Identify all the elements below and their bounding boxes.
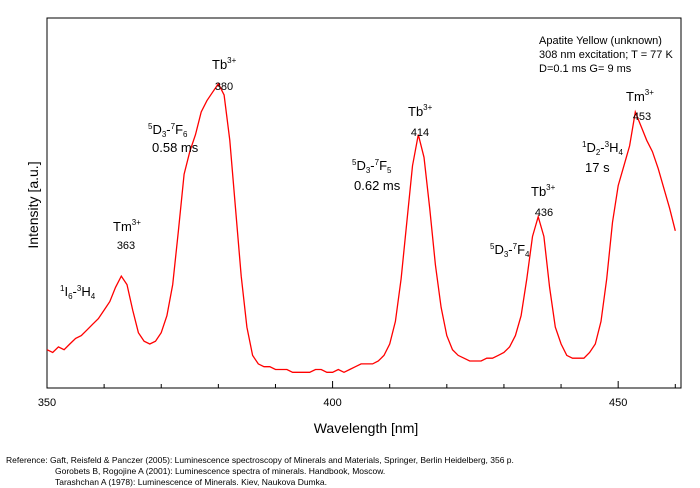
transition-label-4: 5D3-7F4 [490, 242, 530, 259]
svg-text:5D3-7F5: 5D3-7F5 [352, 158, 392, 175]
svg-text:Tb3+: Tb3+ [408, 103, 433, 119]
peak-label-363: Tm3+ 363 [113, 218, 141, 252]
reference-line-3: Tarashchan A (1978): Luminescence of Min… [55, 477, 327, 487]
transition-label-2: 5D3-7F6 0.58 ms [148, 122, 199, 155]
peak-label-380: Tb3+ 380 [212, 56, 237, 93]
svg-text:5D3-7F6: 5D3-7F6 [148, 122, 188, 139]
info-line-3: D=0.1 ms G= 9 ms [539, 63, 632, 75]
info-box: Apatite Yellow (unknown) 308 nm excitati… [539, 35, 673, 75]
svg-text:0.58 ms: 0.58 ms [152, 140, 199, 155]
peak-label-414: Tb3+ 414 [408, 103, 433, 139]
svg-text:Tb3+: Tb3+ [212, 56, 237, 72]
x-tick-label: 450 [609, 397, 627, 409]
svg-text:Tb3+: Tb3+ [531, 183, 556, 199]
references: Reference: Gaft, Reisfeld & Panczer (200… [6, 455, 514, 488]
svg-text:0.62 ms: 0.62 ms [354, 178, 401, 193]
info-line-1: Apatite Yellow (unknown) [539, 35, 662, 47]
x-axis-ticks: 350 400 450 [38, 381, 676, 409]
svg-text:380: 380 [215, 81, 233, 93]
svg-text:Tm3+: Tm3+ [113, 218, 141, 234]
transition-label-5: 1D2-3H4 17 s [582, 140, 623, 175]
svg-text:17 s: 17 s [585, 160, 610, 175]
svg-text:1I6-3H4: 1I6-3H4 [60, 284, 96, 301]
y-axis-title: Intensity [a.u.] [25, 161, 41, 248]
plot-frame [46, 17, 682, 389]
spectrum-chart: 350 400 450 Wavelength [nm] Intensity [a.u… [25, 17, 682, 436]
peak-label-436: Tb3+ 436 [531, 183, 556, 219]
info-line-2: 308 nm excitation; T = 77 K [539, 49, 673, 61]
svg-text:414: 414 [411, 127, 429, 139]
svg-text:Tm3+: Tm3+ [626, 88, 654, 104]
reference-line-1: Reference: Gaft, Reisfeld & Panczer (200… [6, 455, 514, 465]
x-tick-label: 350 [38, 397, 56, 409]
svg-text:436: 436 [535, 207, 553, 219]
x-axis-title: Wavelength [nm] [314, 420, 419, 436]
reference-line-2: Gorobets B, Rogojine A (2001): Luminesce… [55, 466, 386, 476]
svg-text:363: 363 [117, 240, 135, 252]
svg-text:453: 453 [633, 111, 651, 123]
transition-label-3: 5D3-7F5 0.62 ms [352, 158, 401, 193]
x-tick-label: 400 [323, 397, 341, 409]
peak-label-453: Tm3+ 453 [626, 88, 654, 123]
svg-text:1D2-3H4: 1D2-3H4 [582, 140, 623, 157]
transition-label-1: 1I6-3H4 [60, 284, 96, 301]
svg-text:5D3-7F4: 5D3-7F4 [490, 242, 530, 259]
series-line [46, 82, 676, 374]
